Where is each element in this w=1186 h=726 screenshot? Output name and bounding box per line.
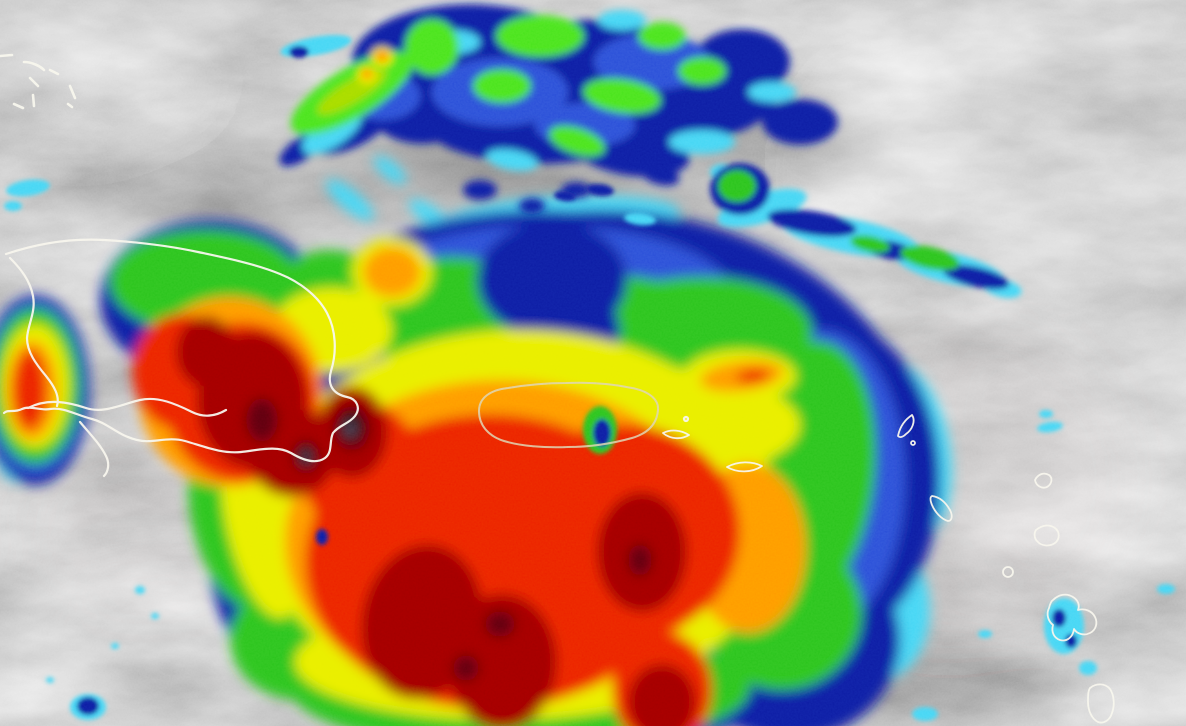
ir-satellite-image: [0, 0, 1186, 726]
satellite-image-stage: [0, 0, 1186, 726]
film-grain: [0, 0, 1186, 726]
